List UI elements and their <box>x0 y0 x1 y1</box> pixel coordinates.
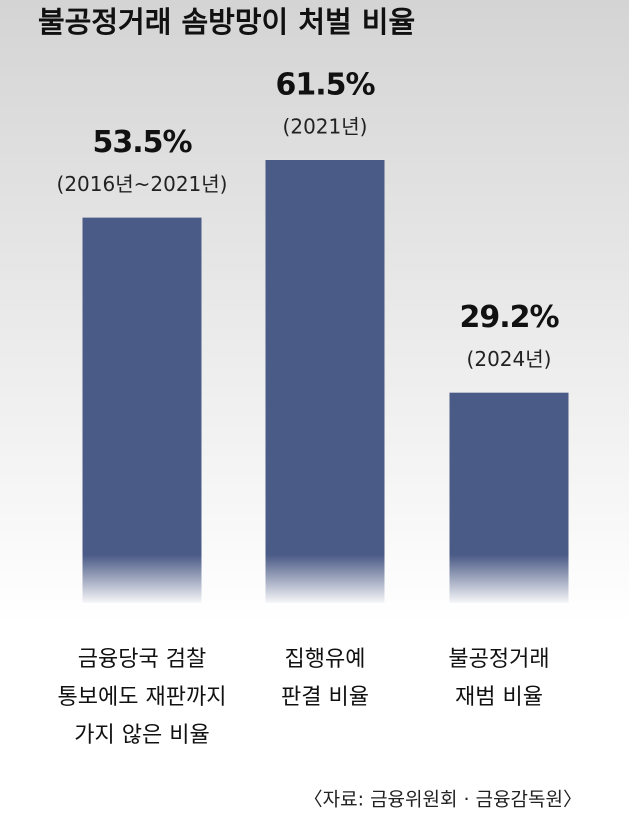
value-label: 61.5% <box>275 68 375 103</box>
source-note: 〈자료: 금융위원회 · 금융감독원〉 <box>304 789 582 811</box>
value-label: 29.2% <box>459 300 559 335</box>
category-label: 재범 비율 <box>455 685 543 710</box>
category-label: 통보에도 재판까지 <box>58 685 227 710</box>
bar <box>82 217 202 603</box>
category-label: 금융당국 검찰 <box>78 647 206 672</box>
period-label: (2021년) <box>283 115 368 139</box>
category-label: 판결 비율 <box>281 685 369 710</box>
category-label: 가지 않은 비율 <box>74 723 209 748</box>
chart-title: 불공정거래 솜방망이 처벌 비율 <box>38 5 415 39</box>
bar <box>449 392 569 603</box>
category-label: 집행유예 <box>285 647 366 672</box>
bar <box>265 160 385 603</box>
category-label: 불공정거래 <box>448 647 549 672</box>
period-label: (2024년) <box>467 347 552 371</box>
period-label: (2016년~2021년) <box>57 172 228 196</box>
value-label: 53.5% <box>92 125 192 160</box>
